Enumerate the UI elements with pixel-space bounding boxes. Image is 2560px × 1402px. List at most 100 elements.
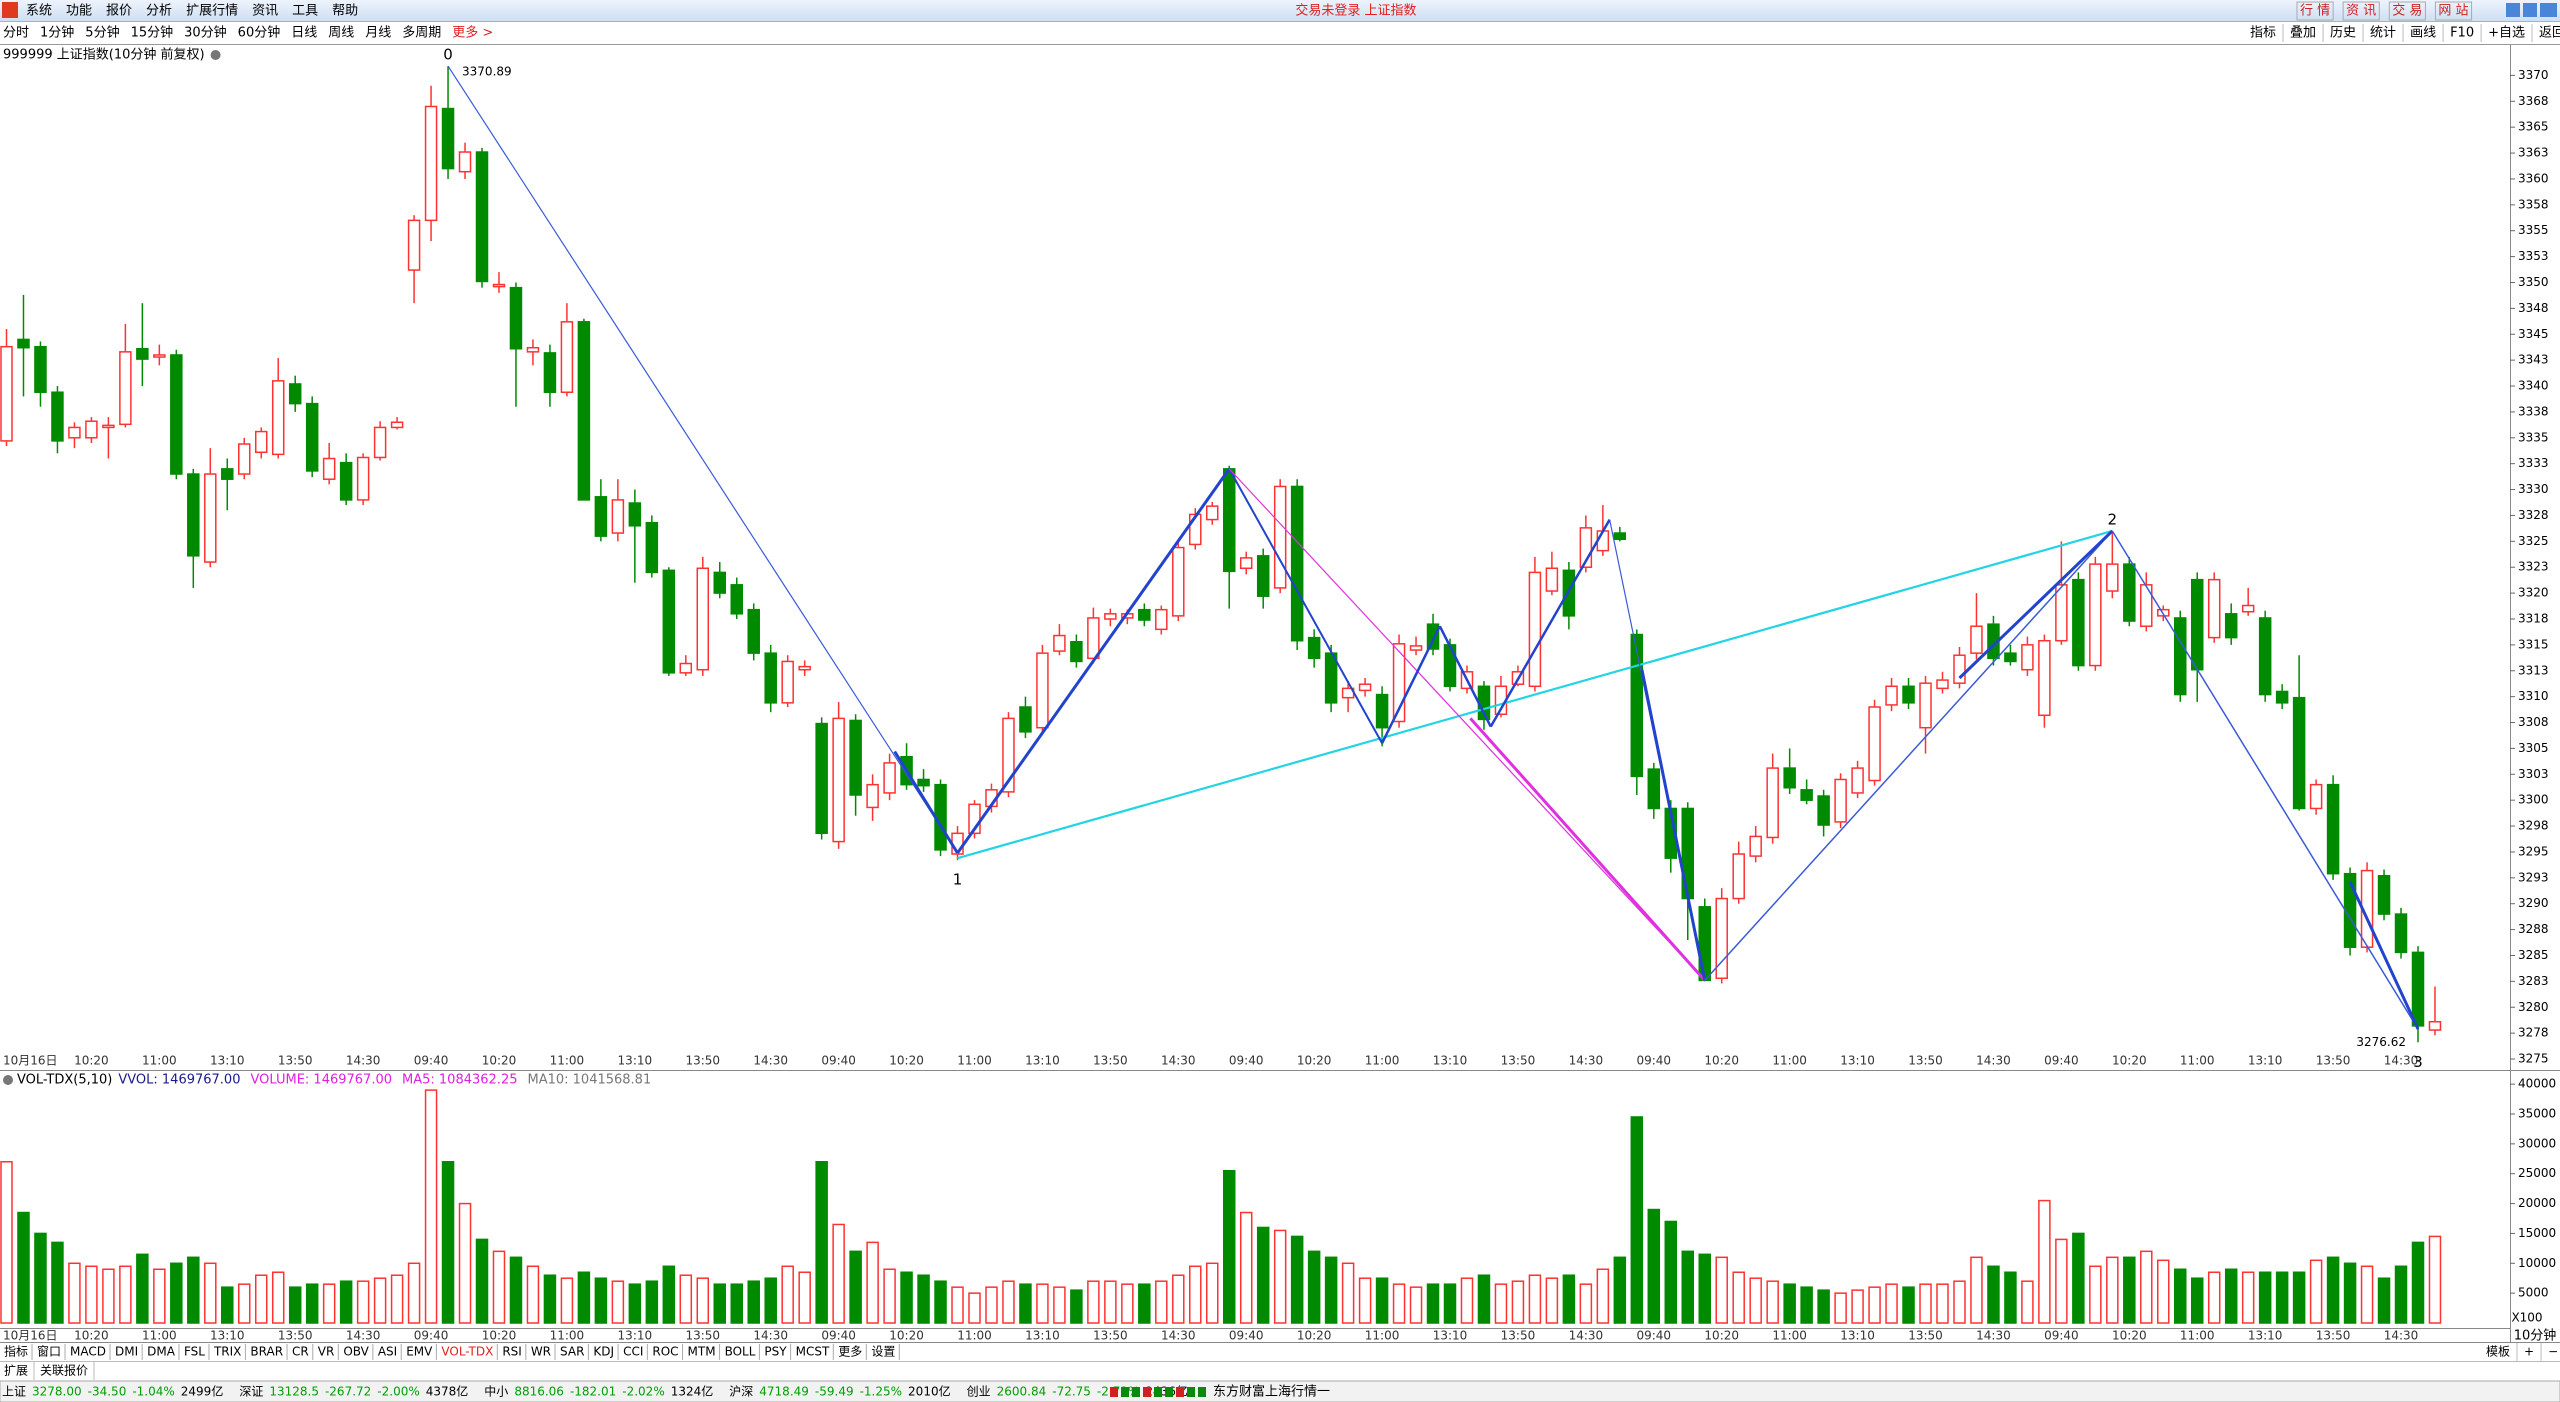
menu-item[interactable]: 工具 [292, 4, 318, 19]
indicator-tab[interactable]: TRIX [213, 1345, 241, 1359]
template-button[interactable]: 模板 [2486, 1345, 2510, 1359]
menu-item[interactable]: 扩展行情 [186, 4, 238, 19]
tool-button[interactable]: 叠加 [2290, 26, 2316, 41]
x-tick-label: 09:40 [414, 1329, 449, 1343]
period-tab[interactable]: 60分钟 [238, 25, 281, 41]
indicator-tab[interactable]: RSI [502, 1345, 522, 1359]
candle-body [815, 722, 828, 835]
indicator-tab[interactable]: DMA [147, 1345, 176, 1359]
indicator-tab[interactable]: CR [292, 1345, 309, 1359]
minimize-button[interactable] [2506, 3, 2520, 17]
trend-line [1228, 468, 1706, 981]
indicator-tab[interactable]: OBV [343, 1345, 369, 1359]
x-tick-label: 11:00 [550, 1054, 585, 1068]
template-button[interactable]: − [2548, 1345, 2558, 1359]
volume-bar [1749, 1277, 1762, 1324]
menu-item[interactable]: 分析 [146, 4, 172, 19]
indicator-tab[interactable]: DMI [115, 1345, 138, 1359]
sub-tab[interactable]: 关联报价 [40, 1363, 88, 1378]
tool-button[interactable]: 返回 [2539, 26, 2560, 41]
period-tab[interactable]: 分时 [3, 26, 29, 41]
candle-body [1936, 679, 1949, 690]
y-tick-label: 3325 [2518, 534, 2549, 548]
more-button[interactable]: 更多 > [452, 25, 493, 41]
tool-button[interactable]: 指标 [2250, 26, 2276, 41]
indicator-tab[interactable]: ASI [378, 1345, 397, 1359]
indicator-tab[interactable]: EMV [406, 1345, 433, 1359]
indicator-tab[interactable]: 更多 [838, 1345, 862, 1359]
period-tab[interactable]: 多周期 [402, 25, 441, 41]
template-button[interactable]: + [2524, 1345, 2534, 1359]
candle-body [611, 499, 625, 534]
indicator-tab[interactable]: VR [318, 1345, 335, 1359]
period-tab[interactable]: 日线 [291, 26, 317, 41]
menu-item[interactable]: 报价 [106, 4, 132, 19]
volume-bar [204, 1262, 217, 1324]
indicator-tab[interactable]: CCI [623, 1345, 643, 1359]
sub-tab[interactable]: 扩展 [4, 1364, 28, 1378]
candle-body [679, 662, 693, 674]
indicator-tab[interactable]: WR [531, 1345, 551, 1359]
indicator-tab[interactable]: BRAR [250, 1345, 283, 1359]
indicator-tab[interactable]: VOL-TDX [441, 1345, 493, 1359]
y-tick-label: 3288 [2518, 922, 2549, 936]
tool-button[interactable]: F10 [2450, 26, 2474, 41]
indicator-tab[interactable]: 窗口 [37, 1345, 61, 1359]
menu-item[interactable]: 资讯 [252, 4, 278, 19]
indicator-tab[interactable]: FSL [184, 1345, 205, 1359]
x-tick-label: 09:40 [821, 1054, 856, 1068]
candle-body [1834, 778, 1847, 823]
volume-bar [1715, 1256, 1728, 1324]
volume-bar [1460, 1277, 1474, 1324]
indicator-tab[interactable]: PSY [764, 1345, 787, 1359]
volume-bar [1664, 1220, 1678, 1324]
volume-bar [1528, 1274, 1542, 1324]
menu-item[interactable]: 系统 [26, 4, 52, 19]
top-button[interactable]: 行 情 [2300, 4, 2330, 19]
tool-button[interactable]: 画线 [2410, 26, 2436, 41]
indicator-tab[interactable]: 指标 [4, 1344, 28, 1359]
volume-bar [2055, 1238, 2068, 1324]
top-button[interactable]: 网 站 [2438, 4, 2468, 19]
top-button[interactable]: 资 讯 [2346, 4, 2376, 19]
period-tab[interactable]: 周线 [328, 26, 354, 41]
trend-line [956, 467, 1231, 854]
maximize-button[interactable] [2523, 3, 2537, 17]
indicator-tab[interactable]: KDJ [593, 1345, 614, 1359]
x-tick-label: 10:20 [74, 1329, 109, 1343]
indicator-tab[interactable]: MACD [70, 1345, 106, 1359]
top-button[interactable]: 交 易 [2392, 3, 2422, 19]
period-tab[interactable]: 30分钟 [184, 25, 227, 41]
tool-button[interactable]: +自选 [2488, 26, 2525, 41]
status-pct: -1.04% [132, 1385, 174, 1399]
period-tab[interactable]: 月线 [365, 26, 391, 41]
x-tick-label: 11:00 [1365, 1054, 1400, 1068]
trend-line [447, 65, 959, 854]
menu-item[interactable]: 帮助 [332, 4, 358, 19]
period-tab[interactable]: 15分钟 [131, 25, 174, 41]
x-tick-label: 14:30 [753, 1054, 788, 1068]
period-tab[interactable]: 5分钟 [85, 25, 119, 41]
x-tick-label: 13:50 [1093, 1329, 1128, 1343]
indicator-tab[interactable]: MTM [688, 1345, 716, 1359]
chart-menu-icon[interactable] [210, 50, 221, 60]
volume-bar [2123, 1256, 2136, 1324]
indicator-tab[interactable]: 设置 [871, 1345, 895, 1359]
period-tab[interactable]: 1分钟 [40, 25, 74, 41]
menu-item[interactable]: 功能 [66, 4, 92, 19]
indicator-tab[interactable]: ROC [652, 1345, 678, 1359]
indicator-tab[interactable]: BOLL [725, 1345, 756, 1359]
volume-bar [900, 1271, 913, 1324]
tool-button[interactable]: 历史 [2330, 26, 2356, 41]
candle-body [339, 461, 353, 501]
candle-body [1647, 768, 1661, 810]
y-tick-label: 3348 [2518, 301, 2549, 315]
indicator-tab[interactable]: SAR [560, 1345, 584, 1359]
x-tick-label: 10:20 [2112, 1329, 2147, 1343]
candle-body [2072, 578, 2085, 667]
volume-bar [2343, 1262, 2357, 1324]
close-button[interactable] [2540, 3, 2557, 17]
indicator-tab[interactable]: MCST [796, 1345, 830, 1359]
tool-button[interactable]: 统计 [2370, 26, 2396, 41]
candle-body [2377, 875, 2391, 915]
